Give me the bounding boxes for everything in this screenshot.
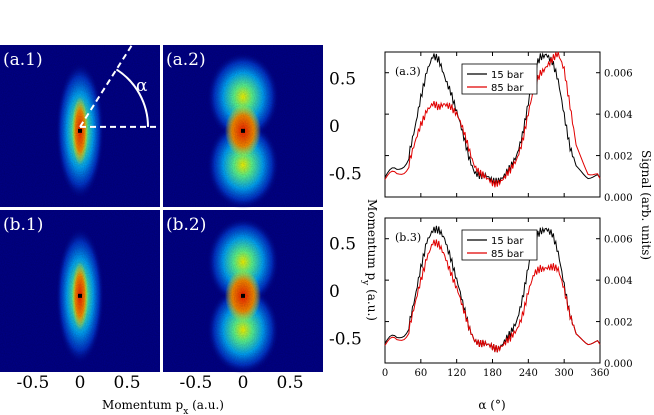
heatmap-panel: (b.2) [163, 210, 323, 374]
heatmap-y-tick-label: 0.5 [329, 234, 356, 254]
legend-label: 85 bar [491, 83, 524, 94]
heatmap-y-ticks: 0.5 0 -0.5 0.5 0 -0.5 [329, 69, 362, 349]
heatmap-panel-label: (a.1) [3, 50, 43, 70]
heatmap-x-tick-label: 0.5 [277, 373, 304, 393]
y-tick-label: 0.000 [604, 193, 633, 204]
legend-label: 15 bar [491, 70, 524, 81]
heatmap-noise [163, 210, 323, 372]
signal-axis-label: Signal (arb. units) [639, 150, 653, 260]
heatmap-panel-label: (b.2) [166, 215, 206, 235]
heatmap-center-dot [78, 128, 82, 133]
x-tick-label: 360 [590, 368, 609, 379]
x-tick-label: 0 [382, 368, 388, 379]
heatmap-panel-label: (a.2) [166, 50, 206, 70]
x-tick-label: 180 [483, 368, 502, 379]
line-charts: 0.000 0.002 0.004 0.006 (a.3) 15 bar 85 bar 0 60… [382, 51, 633, 379]
heatmap-x-ticks: -0.5 0 0.5 -0.5 0 0.5 [17, 373, 304, 393]
y-tick-label: 0.000 [604, 359, 633, 370]
legend-label: 15 bar [491, 236, 524, 247]
heatmap-panel-label: (b.1) [3, 215, 43, 235]
line-chart-panel: 0.000 0.002 0.004 0.006 (a.3) 15 bar 85 bar [384, 51, 633, 204]
heatmap-y-tick-label: 0.5 [329, 69, 356, 89]
heatmap-grid: (a.1) α (a.2) (b.1) (b.2) [0, 44, 323, 374]
heatmap-x-tick-label: 0.5 [114, 373, 141, 393]
heatmap-y-axis-label: Momentum py (a.u.) [360, 199, 379, 321]
heatmap-y-tick-label: -0.5 [329, 165, 362, 185]
angle-arc [115, 68, 149, 127]
angle-dashed-line [79, 44, 133, 128]
heatmap-noise [0, 210, 160, 372]
x-tick-label: 240 [519, 368, 538, 379]
x-tick-label: 120 [447, 368, 466, 379]
heatmap-panel: (a.1) α [0, 44, 160, 207]
heatmap-x-tick-label: 0 [75, 373, 86, 393]
legend-label: 85 bar [491, 249, 524, 260]
y-tick-label: 0.004 [604, 276, 633, 287]
heatmap-x-tick-label: -0.5 [180, 373, 213, 393]
x-tick-label: 60 [414, 368, 427, 379]
heatmap-center-dot [241, 293, 245, 298]
heatmap-x-tick-label: 0 [238, 373, 249, 393]
heatmap-y-tick-label: 0 [329, 282, 340, 302]
x-tick-label: 300 [555, 368, 574, 379]
heatmap-center-dot [78, 293, 82, 298]
y-tick-label: 0.002 [604, 318, 633, 329]
legend-box [461, 229, 538, 261]
heatmap-panel: (b.1) [0, 210, 160, 372]
alpha-annotation: α [136, 76, 148, 96]
line-panel-label: (b.3) [395, 231, 421, 244]
heatmap-panel: (a.2) [163, 45, 323, 209]
legend: 15 bar 85 bar [461, 229, 538, 261]
y-tick-label: 0.002 [604, 152, 633, 163]
line-panel-label: (a.3) [395, 65, 421, 78]
y-tick-label: 0.006 [604, 235, 633, 246]
alpha-axis-label: α (°) [478, 398, 505, 412]
heatmap-y-tick-label: -0.5 [329, 330, 362, 350]
heatmap-x-axis-label: Momentum px (a.u.) [102, 398, 224, 415]
legend: 15 bar 85 bar [461, 63, 538, 95]
series-line [384, 51, 601, 188]
y-tick-label: 0.004 [604, 110, 633, 121]
y-tick-label: 0.006 [604, 69, 633, 80]
heatmap-y-tick-label: 0 [329, 117, 340, 137]
heatmap-x-tick-label: -0.5 [17, 373, 50, 393]
heatmap-noise [163, 45, 323, 207]
series-line [384, 239, 601, 353]
heatmap-center-dot [241, 128, 245, 133]
legend-box [461, 63, 538, 95]
